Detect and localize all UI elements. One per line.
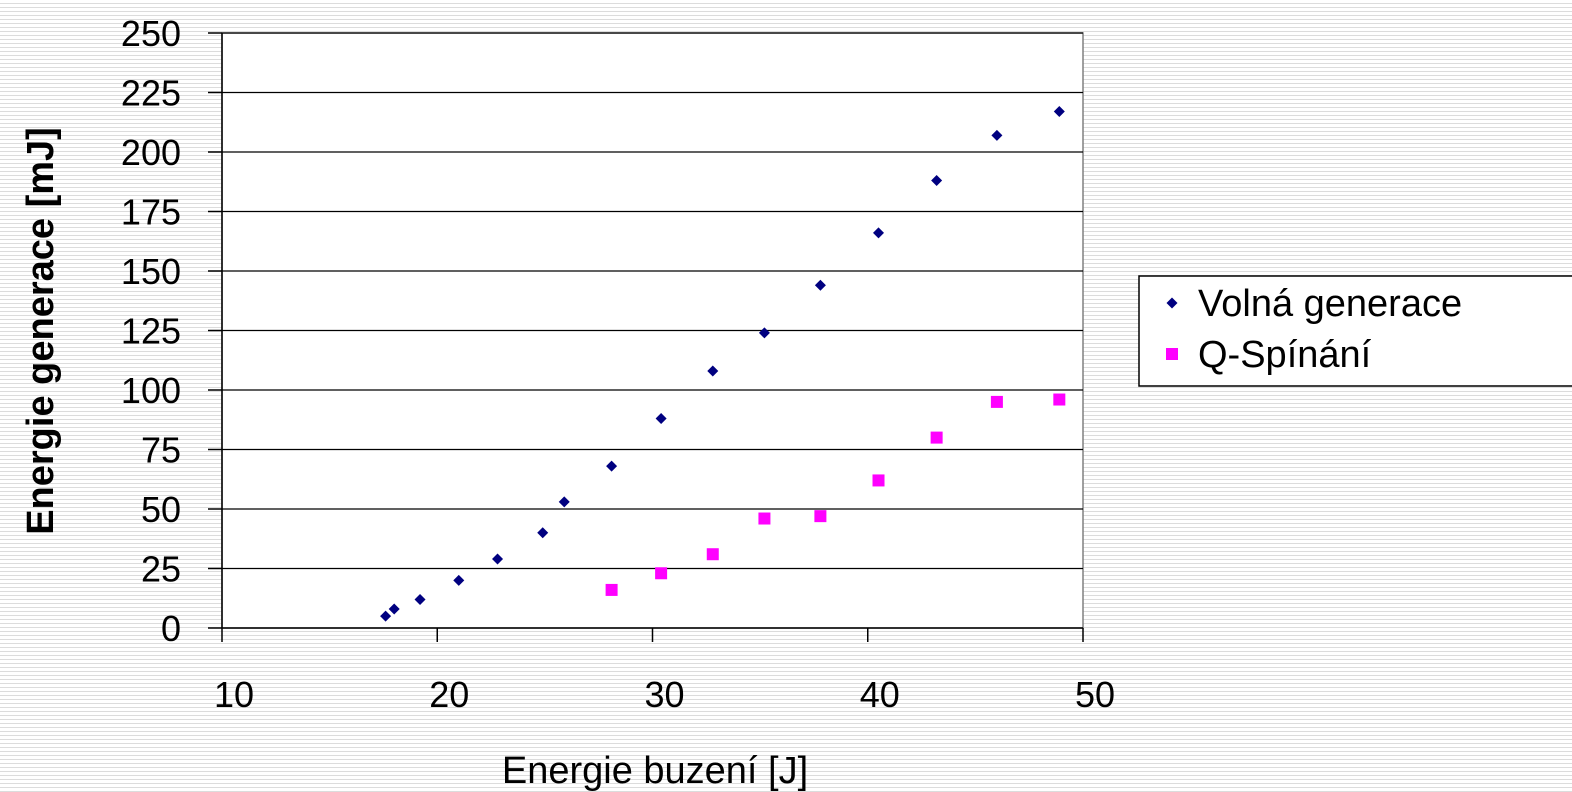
y-tick-label: 75 — [141, 430, 181, 471]
x-tick-label: 10 — [214, 674, 254, 715]
y-tick-label: 0 — [161, 608, 181, 649]
x-axis-title: Energie buzení [J] — [502, 750, 808, 792]
data-point-volna-generace — [380, 610, 392, 622]
data-point-volna-generace — [558, 496, 570, 508]
data-point-volna-generace — [758, 327, 770, 339]
y-tick-label: 175 — [121, 192, 181, 233]
data-point-volna-generace — [655, 413, 667, 425]
data-point-q-spinani — [605, 583, 618, 596]
data-point-volna-generace — [873, 227, 885, 239]
x-tick-label: 40 — [860, 674, 900, 715]
data-point-q-spinani — [706, 548, 719, 561]
legend-entry: Q-Spínání — [1198, 334, 1372, 376]
data-point-volna-generace — [537, 527, 549, 539]
data-point-volna-generace — [388, 603, 400, 615]
y-tick-label: 100 — [121, 370, 181, 411]
data-point-volna-generace — [492, 553, 504, 565]
y-tick-label: 25 — [141, 549, 181, 590]
data-points — [380, 106, 1066, 622]
data-point-q-spinani — [1053, 393, 1066, 406]
y-tick-label: 125 — [121, 311, 181, 352]
y-axis-title: Energie generace [mJ] — [20, 127, 62, 535]
plot-area — [208, 32, 1084, 642]
data-point-volna-generace — [453, 574, 465, 586]
data-point-q-spinani — [990, 395, 1003, 408]
data-point-volna-generace — [991, 129, 1003, 141]
y-tick-label: 200 — [121, 132, 181, 173]
data-point-volna-generace — [707, 365, 719, 377]
y-tick-label: 50 — [141, 489, 181, 530]
data-point-volna-generace — [814, 279, 826, 291]
y-axis-title-clip: Energie generace [mJ] — [20, 127, 62, 535]
data-point-volna-generace — [606, 460, 618, 472]
data-point-q-spinani — [930, 431, 943, 444]
legend-box — [1138, 275, 1572, 387]
y-tick-label: 250 — [121, 13, 181, 54]
data-point-q-spinani — [655, 567, 668, 580]
data-point-volna-generace — [931, 175, 943, 187]
y-tick-label: 150 — [121, 251, 181, 292]
tick-labels: 0 25 50 75 100 125 150 175 200 225 250 10 20 30 40 50 — [121, 13, 1115, 715]
legend-entry: Volná generace — [1198, 283, 1462, 325]
data-point-q-spinani — [872, 474, 885, 487]
x-tick-label: 20 — [429, 674, 469, 715]
data-point-volna-generace — [414, 593, 426, 605]
legend: Volná generace Q-Spínání — [1138, 275, 1572, 387]
legend-marker — [1166, 297, 1178, 309]
data-point-q-spinani — [758, 512, 771, 525]
y-tick-label: 225 — [121, 73, 181, 114]
x-tick-label: 50 — [1075, 674, 1115, 715]
data-point-volna-generace — [1053, 106, 1065, 118]
x-tick-label: 30 — [644, 674, 684, 715]
data-point-q-spinani — [814, 510, 827, 523]
legend-marker — [1166, 348, 1178, 360]
